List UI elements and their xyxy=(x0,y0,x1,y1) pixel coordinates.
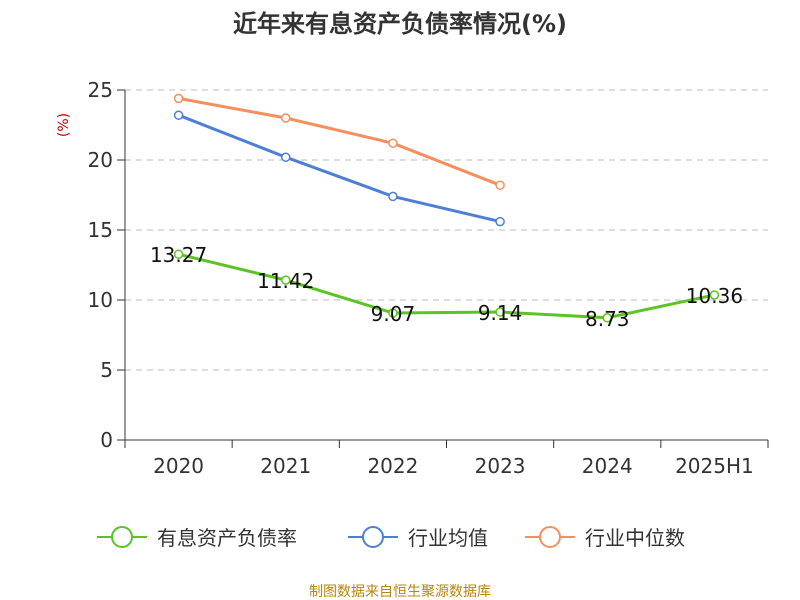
series-1-point-2 xyxy=(388,191,398,202)
series-0-point-4 xyxy=(602,313,612,323)
x-tick-label-4: 2024 xyxy=(582,454,633,478)
axes xyxy=(117,89,769,448)
series-2-point-2 xyxy=(388,138,398,148)
x-tick-labels: 2020 2021 2022 2023 2024 2025H1 xyxy=(153,454,754,478)
series-line-0 xyxy=(178,252,715,320)
series-2-point-0 xyxy=(173,93,184,104)
series-1-point-1 xyxy=(281,152,291,162)
series-2-point-1 xyxy=(281,113,291,123)
series-0-point-5 xyxy=(709,290,720,300)
legend-label-0: 有息资产负债率 xyxy=(157,526,297,550)
y-tick-label-1: 5 xyxy=(100,358,113,382)
legend-marker-0 xyxy=(111,526,133,548)
y-tick-label-0: 0 xyxy=(100,428,113,452)
x-tick-label-1: 2021 xyxy=(260,454,311,478)
data-label-0: 13.27 xyxy=(150,243,207,267)
x-tick-label-3: 2023 xyxy=(475,454,526,478)
y-axis-label: (%) xyxy=(56,113,72,137)
x-tick-label-2: 2022 xyxy=(367,454,418,478)
legend-label-1: 行业均值 xyxy=(408,526,488,550)
legend-marker-2 xyxy=(539,526,561,548)
data-label-4: 8.73 xyxy=(585,307,630,331)
series-group: 13.27 11.42 9.07 9.14 8.73 10.36 xyxy=(150,93,743,331)
series-2-point-3 xyxy=(495,180,505,190)
series-1-point-3 xyxy=(495,216,505,227)
series-0-point-3 xyxy=(495,307,505,317)
y-tick-label-3: 15 xyxy=(88,218,113,242)
y-tick-labels: 0 5 10 15 20 25 xyxy=(88,78,113,452)
y-tick-label-2: 10 xyxy=(88,288,113,312)
series-0-point-2 xyxy=(388,308,398,318)
grid-lines xyxy=(125,89,768,371)
data-label-1: 11.42 xyxy=(257,269,314,293)
series-0-point-0 xyxy=(173,249,184,259)
legend-label-2: 行业中位数 xyxy=(585,526,685,550)
series-line-1 xyxy=(178,113,501,224)
data-label-3: 9.14 xyxy=(478,301,523,325)
series-1-point-0 xyxy=(173,110,184,120)
series-line-2 xyxy=(178,96,501,187)
y-tick-label-4: 20 xyxy=(88,148,113,172)
legend-marker-1 xyxy=(362,526,384,548)
y-tick-label-5: 25 xyxy=(88,78,113,102)
x-tick-label-5: 2025H1 xyxy=(675,454,754,478)
legend: 有息资产负债率 行业均值 行业中位数 xyxy=(97,526,685,550)
chart-title: 近年来有息资产负债率情况(%) xyxy=(233,10,567,38)
x-tick-label-0: 2020 xyxy=(153,454,204,478)
data-label-2: 9.07 xyxy=(371,302,416,326)
data-label-5: 10.36 xyxy=(686,284,743,308)
source-note: 制图数据来自恒生聚源数据库 xyxy=(309,584,491,600)
series-0-point-1 xyxy=(281,275,291,285)
